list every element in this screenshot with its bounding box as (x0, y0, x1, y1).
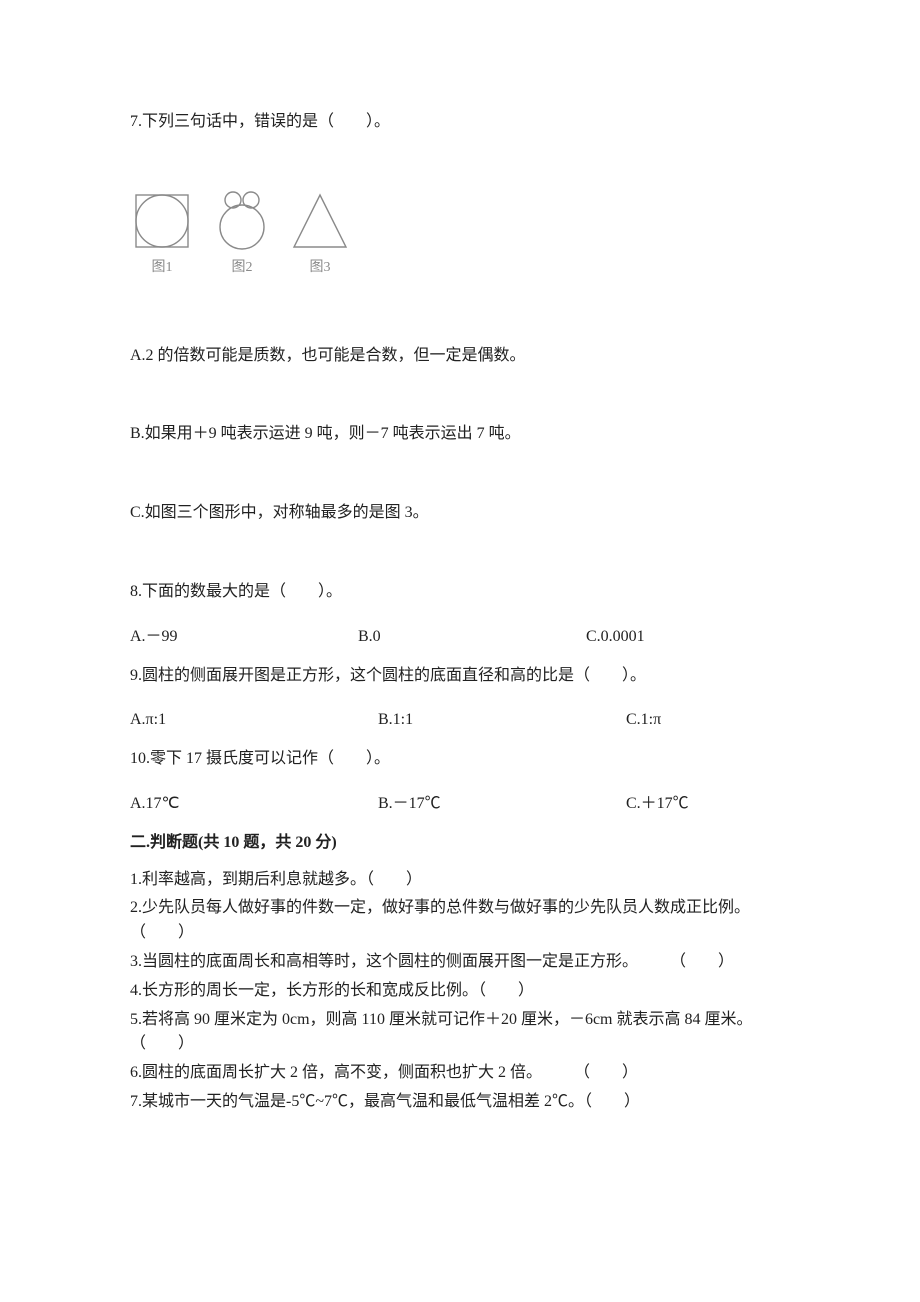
q10-option-b: B.－17℃ (378, 792, 538, 817)
tf-item-5: 5.若将高 90 厘米定为 0cm，则高 110 厘米就可记作＋20 厘米，－6… (130, 1008, 790, 1058)
q9-option-a: A.π:1 (130, 708, 290, 733)
q8-options: A.－99 B.0 C.0.0001 (130, 625, 790, 650)
q8-option-c: C.0.0001 (586, 625, 726, 650)
q7-figures: 图1 图2 图3 (130, 189, 790, 298)
tf-item-7: 7.某城市一天的气温是-5℃~7℃，最高气温和最低气温相差 2℃。（ ） (130, 1090, 790, 1115)
tf-item-3: 3.当圆柱的底面周长和高相等时，这个圆柱的侧面展开图一定是正方形。 （ ） (130, 950, 790, 975)
tf-item-6: 6.圆柱的底面周长扩大 2 倍，高不变，侧面积也扩大 2 倍。 （ ） (130, 1061, 790, 1086)
q8-stem: 8.下面的数最大的是（ ）。 (130, 580, 790, 605)
fig2-label: 图2 (232, 260, 253, 275)
page-content: 7.下列三句话中，错误的是（ ）。 图1 图2 图3 A.2 的倍数可能是质 (0, 0, 920, 1199)
tf-item-2: 2.少先队员每人做好事的件数一定，做好事的总件数与做好事的少先队员人数成正比例。… (130, 896, 790, 946)
figure-1: 图1 (136, 195, 188, 275)
q10-options: A.17℃ B.－17℃ C.＋17℃ (130, 792, 790, 817)
q7-option-c: C.如图三个图形中，对称轴最多的是图 3。 (130, 501, 790, 526)
q8-option-b: B.0 (358, 625, 498, 650)
fig1-label: 图1 (152, 260, 173, 275)
tf-item-1: 1.利率越高，到期后利息就越多。（ ） (130, 868, 790, 893)
q7-option-a: A.2 的倍数可能是质数，也可能是合数，但一定是偶数。 (130, 344, 790, 369)
q7-figures-svg: 图1 图2 图3 (130, 189, 370, 289)
q9-options: A.π:1 B.1:1 C.1:π (130, 708, 790, 733)
q9-stem: 9.圆柱的侧面展开图是正方形，这个圆柱的底面直径和高的比是（ ）。 (130, 664, 790, 689)
fig3-label: 图3 (310, 260, 331, 275)
q10-option-c: C.＋17℃ (626, 792, 786, 817)
q10-stem: 10.零下 17 摄氏度可以记作（ ）。 (130, 747, 790, 772)
q7-option-b: B.如果用＋9 吨表示运进 9 吨，则－7 吨表示运出 7 吨。 (130, 422, 790, 447)
q8-option-a: A.－99 (130, 625, 270, 650)
figure-3: 图3 (294, 195, 346, 275)
figure-2: 图2 (220, 192, 264, 275)
q7-stem: 7.下列三句话中，错误的是（ ）。 (130, 110, 790, 135)
tf-item-4: 4.长方形的周长一定，长方形的长和宽成反比例。（ ） (130, 979, 790, 1004)
section2-title: 二.判断题(共 10 题，共 20 分) (130, 831, 790, 856)
q10-option-a: A.17℃ (130, 792, 290, 817)
q9-option-c: C.1:π (626, 708, 786, 733)
q9-option-b: B.1:1 (378, 708, 538, 733)
